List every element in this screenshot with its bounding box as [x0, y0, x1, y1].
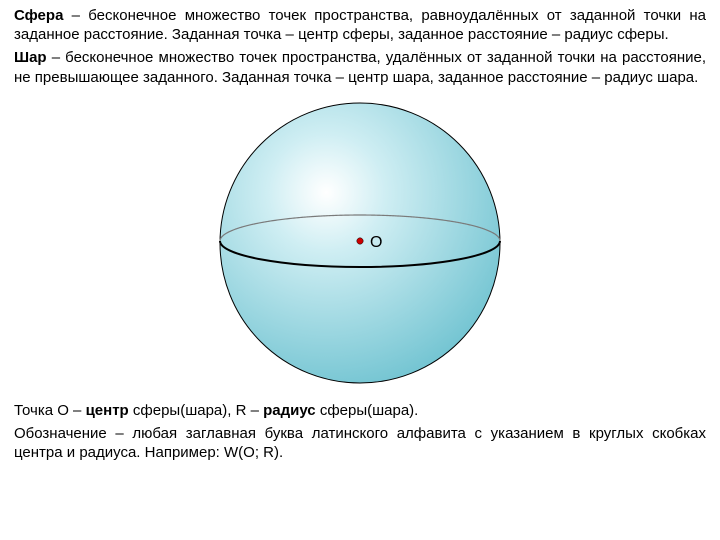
- caption-prefix: Точка О –: [14, 402, 86, 419]
- definition-sphere: Сфера – бесконечное множество точек прос…: [14, 6, 706, 44]
- center-label: О: [370, 234, 382, 251]
- notation-text: Обозначение – любая заглавная буква лати…: [14, 424, 706, 462]
- definition-ball: Шар – бесконечное множество точек простр…: [14, 48, 706, 86]
- page-root: Сфера – бесконечное множество точек прос…: [0, 0, 720, 472]
- sphere-diagram: О: [14, 93, 706, 393]
- term-ball: Шар: [14, 49, 47, 66]
- definition-ball-text: – бесконечное множество точек пространст…: [14, 49, 706, 85]
- caption-suffix: сферы(шара).: [316, 402, 419, 419]
- caption-center-radius: Точка О – центр сферы(шара), R – радиус …: [14, 401, 706, 420]
- sphere-svg: О: [200, 93, 520, 393]
- caption-radius-bold: радиус: [263, 402, 316, 419]
- term-sphere: Сфера: [14, 7, 63, 24]
- caption-mid: сферы(шара), R –: [129, 402, 263, 419]
- caption-center-bold: центр: [86, 402, 129, 419]
- definition-sphere-text: – бесконечное множество точек пространст…: [14, 7, 706, 43]
